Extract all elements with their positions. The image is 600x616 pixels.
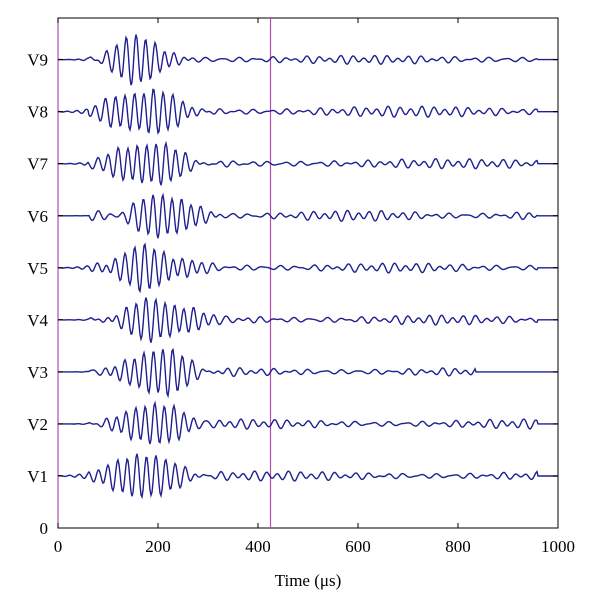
trace-v3 xyxy=(58,347,558,399)
trace-v2 xyxy=(58,400,558,445)
trace-v7 xyxy=(58,140,558,186)
y-tick-label: V4 xyxy=(27,311,48,330)
y-tick-label: V8 xyxy=(27,103,48,122)
trace-v8 xyxy=(57,88,558,135)
trace-v9 xyxy=(58,34,558,86)
y-tick-label: V3 xyxy=(27,363,48,382)
trace-group xyxy=(57,34,558,500)
trace-v5 xyxy=(58,242,558,294)
y-axis: 0 V1 V2 V3 V4 V5 V6 V7 V8 V9 xyxy=(27,51,558,538)
y-tick-label: V1 xyxy=(27,467,48,486)
marker-lines xyxy=(57,18,272,528)
trace-v6 xyxy=(58,192,558,239)
x-tick-label: 600 xyxy=(345,537,371,556)
y-tick-label: V2 xyxy=(27,415,48,434)
x-tick-label: 1000 xyxy=(541,537,575,556)
plot-frame xyxy=(57,17,559,529)
trace-v1 xyxy=(57,453,558,500)
y-tick-label: V7 xyxy=(27,155,48,174)
y-tick-label: 0 xyxy=(40,519,49,538)
y-tick-label: V6 xyxy=(27,207,48,226)
x-tick-label: 0 xyxy=(54,537,63,556)
x-tick-label: 200 xyxy=(145,537,171,556)
y-tick-label: V5 xyxy=(27,259,48,278)
x-tick-label: 400 xyxy=(245,537,271,556)
y-tick-label: V9 xyxy=(27,51,48,70)
x-tick-label: 800 xyxy=(445,537,471,556)
x-axis-title: Time (μs) xyxy=(275,571,342,590)
x-axis: 0 200 400 600 800 1000 xyxy=(54,18,575,556)
trace-v4 xyxy=(58,297,558,343)
